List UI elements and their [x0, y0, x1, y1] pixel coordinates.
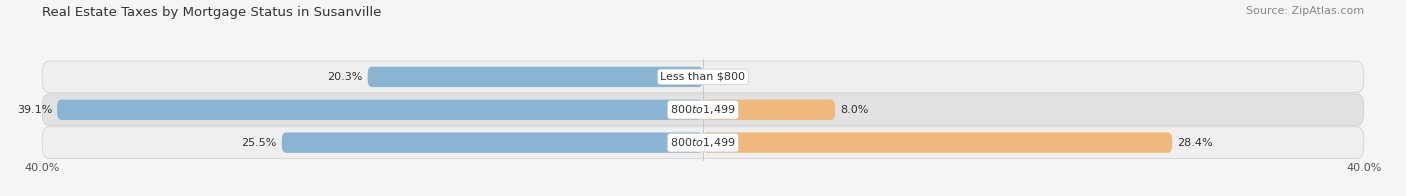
- Text: Real Estate Taxes by Mortgage Status in Susanville: Real Estate Taxes by Mortgage Status in …: [42, 6, 381, 19]
- FancyBboxPatch shape: [703, 100, 835, 120]
- FancyBboxPatch shape: [703, 132, 1173, 153]
- Text: 28.4%: 28.4%: [1177, 138, 1213, 148]
- Text: Less than $800: Less than $800: [661, 72, 745, 82]
- FancyBboxPatch shape: [58, 100, 703, 120]
- FancyBboxPatch shape: [367, 67, 703, 87]
- Text: 8.0%: 8.0%: [841, 105, 869, 115]
- FancyBboxPatch shape: [42, 127, 1364, 158]
- FancyBboxPatch shape: [42, 94, 1364, 126]
- FancyBboxPatch shape: [281, 132, 703, 153]
- FancyBboxPatch shape: [42, 61, 1364, 93]
- Text: 20.3%: 20.3%: [328, 72, 363, 82]
- Text: 39.1%: 39.1%: [17, 105, 52, 115]
- Text: Source: ZipAtlas.com: Source: ZipAtlas.com: [1246, 6, 1364, 16]
- Text: 25.5%: 25.5%: [242, 138, 277, 148]
- Text: $800 to $1,499: $800 to $1,499: [671, 136, 735, 149]
- Text: 0.0%: 0.0%: [709, 72, 737, 82]
- Text: $800 to $1,499: $800 to $1,499: [671, 103, 735, 116]
